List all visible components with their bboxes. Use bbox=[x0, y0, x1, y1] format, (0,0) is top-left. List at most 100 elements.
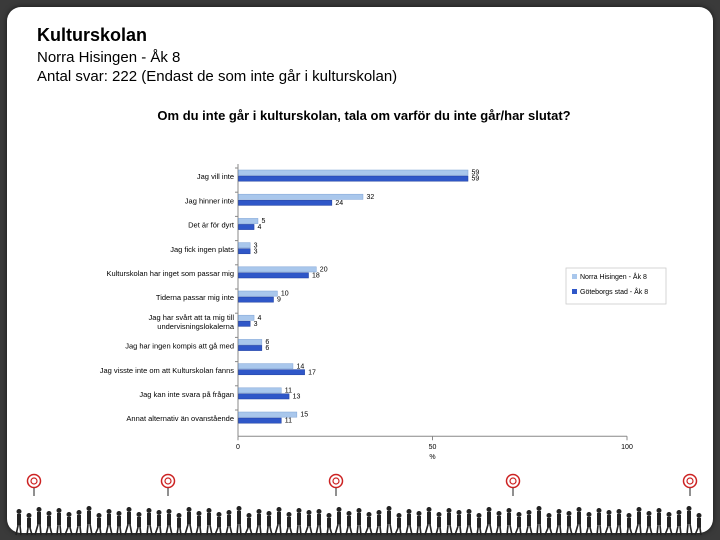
crowd-figure-body bbox=[507, 513, 511, 526]
crowd-figure-body bbox=[417, 516, 421, 527]
crowd-figure-head bbox=[16, 509, 22, 514]
crowd-figure-body bbox=[187, 512, 191, 525]
crowd-figure-head bbox=[696, 513, 702, 518]
target-icon bbox=[160, 473, 176, 489]
crowd-figure-leg bbox=[75, 526, 79, 536]
crowd-figure-head bbox=[416, 511, 422, 516]
data-label: 4 bbox=[258, 315, 262, 322]
crowd-figure-head bbox=[676, 510, 682, 515]
target-icon-inner bbox=[30, 477, 38, 485]
crowd-figure-leg bbox=[409, 525, 413, 536]
crowd-figure-leg bbox=[49, 526, 53, 536]
crowd-figure-head bbox=[46, 511, 52, 516]
data-label: 11 bbox=[285, 418, 292, 425]
category-label: Jag hinner inte bbox=[185, 196, 234, 205]
crowd-figure-head bbox=[76, 510, 82, 515]
crowd-figure-leg bbox=[135, 527, 139, 536]
crowd-figure-body bbox=[567, 516, 571, 527]
x-tick-label: 50 bbox=[429, 444, 437, 451]
crowd-figure-head bbox=[606, 510, 612, 515]
crowd-figure-head bbox=[126, 507, 132, 512]
crowd-figure-leg bbox=[495, 526, 499, 536]
crowd-figure-leg bbox=[165, 525, 169, 536]
crowd-figure-head bbox=[26, 513, 32, 518]
crowd-figure-leg bbox=[179, 527, 182, 536]
crowd-figure-leg bbox=[364, 527, 369, 536]
data-label: 18 bbox=[312, 273, 320, 280]
bar-series2 bbox=[238, 224, 255, 230]
crowd-figure-head bbox=[186, 507, 192, 512]
crowd-figure-body bbox=[77, 515, 81, 527]
crowd-figure-leg bbox=[499, 526, 502, 536]
crowd-figure-body bbox=[547, 518, 551, 528]
crowd-figure-body bbox=[457, 515, 461, 527]
crowd-figure-body bbox=[67, 517, 71, 528]
crowd-figure-leg bbox=[506, 525, 509, 536]
legend-swatch bbox=[572, 274, 577, 279]
crowd-figure-body bbox=[217, 517, 221, 528]
crowd-figure-head bbox=[596, 508, 602, 513]
crowd-figure-leg bbox=[124, 524, 129, 536]
crowd-figure-leg bbox=[439, 527, 442, 536]
crowd-figure-head bbox=[156, 510, 162, 515]
crowd-figure-head bbox=[506, 508, 512, 513]
crowd-figure-head bbox=[526, 510, 532, 515]
bar-series2 bbox=[238, 248, 251, 255]
crowd-figure-leg bbox=[356, 525, 359, 536]
crowd-figure-leg bbox=[359, 525, 362, 536]
category-label: Jag visste inte om att Kulturskolan fann… bbox=[100, 366, 234, 375]
crowd-figure-body bbox=[377, 515, 381, 527]
bar-series1 bbox=[238, 242, 251, 249]
bar-series2 bbox=[238, 175, 469, 182]
crowd-figure-leg bbox=[699, 527, 702, 536]
category-label: undervisningslokalerna bbox=[157, 322, 235, 331]
crowd-figure-leg bbox=[514, 527, 519, 536]
bar-series1 bbox=[238, 169, 469, 176]
crowd-figure-body bbox=[17, 514, 21, 526]
crowd-figure-head bbox=[226, 510, 232, 515]
crowd-figure-head bbox=[96, 513, 102, 518]
bar-series2 bbox=[238, 296, 274, 303]
crowd-figure-leg bbox=[694, 527, 699, 536]
crowd-figure-body bbox=[587, 517, 591, 528]
crowd-figure-leg bbox=[389, 523, 393, 536]
crowd-figure-leg bbox=[609, 526, 613, 536]
crowd-figure-leg bbox=[199, 526, 202, 536]
target-icon bbox=[328, 473, 344, 489]
crowd-figure-body bbox=[317, 514, 321, 526]
crowd-figure-body bbox=[177, 518, 181, 528]
crowd-figure-leg bbox=[214, 527, 219, 536]
data-label: 59 bbox=[472, 170, 480, 177]
crowd-figure-body bbox=[357, 513, 361, 526]
crowd-figure-leg bbox=[56, 525, 59, 536]
crowd-figure-head bbox=[66, 512, 72, 517]
x-tick-label: 100 bbox=[621, 444, 633, 451]
crowd-figure-leg bbox=[536, 523, 539, 536]
crowd-figure-head bbox=[306, 510, 312, 515]
bar-series1 bbox=[238, 193, 364, 200]
crowd-figure-leg bbox=[94, 527, 99, 536]
crowd-figure-body bbox=[617, 514, 621, 526]
crowd-figure-head bbox=[56, 508, 62, 513]
crowd-figure-leg bbox=[369, 527, 373, 536]
crowd-figure-head bbox=[546, 513, 552, 518]
chart-title: Om du inte går i kulturskolan, tala om v… bbox=[157, 108, 570, 123]
crowd-figure-body bbox=[287, 517, 291, 528]
category-label: Jag vill inte bbox=[197, 172, 234, 181]
crowd-figure-head bbox=[316, 509, 322, 514]
crowd-figure-body bbox=[37, 512, 41, 525]
crowd-figure-body bbox=[477, 518, 481, 528]
crowd-figure-head bbox=[616, 509, 622, 514]
crowd-figure-head bbox=[386, 506, 392, 511]
target-icon-inner bbox=[332, 477, 340, 485]
target-icon bbox=[505, 473, 521, 489]
crowd-figure-head bbox=[406, 509, 412, 514]
crowd-figure-leg bbox=[626, 527, 629, 536]
category-label: Tiderna passar mig inte bbox=[156, 293, 234, 302]
crowd-figure-leg bbox=[549, 527, 553, 536]
bar-series1 bbox=[238, 363, 294, 370]
target-icon bbox=[682, 473, 698, 489]
crowd-figure-leg bbox=[509, 524, 513, 536]
response-count: Antal svar: 222 (Endast de som inte går … bbox=[37, 68, 398, 85]
crowd-figure-head bbox=[556, 509, 562, 514]
